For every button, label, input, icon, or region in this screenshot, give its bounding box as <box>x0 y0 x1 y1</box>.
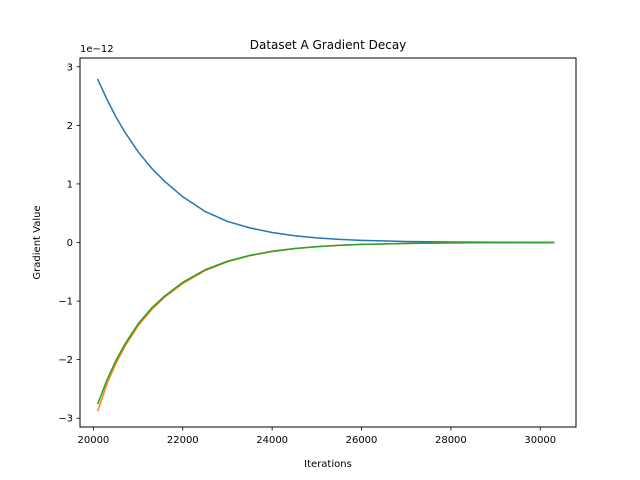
series-layer <box>96 78 555 412</box>
y-offset-label: 1e−12 <box>80 44 114 55</box>
x-axis: 20000 22000 24000 26000 28000 30000 <box>77 427 556 446</box>
y-tick-label: 3 <box>67 62 73 73</box>
y-axis-label: Gradient Value <box>32 205 43 279</box>
x-tick-label: 24000 <box>256 435 288 446</box>
y-tick-label: −3 <box>58 414 73 425</box>
x-tick-label: 30000 <box>524 435 556 446</box>
series-line-2 <box>96 241 555 412</box>
y-tick-label: −1 <box>58 297 73 308</box>
x-axis-label: Iterations <box>304 459 352 470</box>
y-tick-label: 0 <box>67 238 73 249</box>
series-line-3 <box>96 241 555 405</box>
x-tick-label: 20000 <box>77 435 109 446</box>
x-tick-label: 28000 <box>435 435 467 446</box>
chart-title: Dataset A Gradient Decay <box>250 38 407 52</box>
y-tick-label: 2 <box>67 121 73 132</box>
series-line-1 <box>96 78 555 244</box>
y-tick-label: 1 <box>67 179 73 190</box>
x-tick-label: 26000 <box>346 435 378 446</box>
x-tick-label: 22000 <box>167 435 199 446</box>
y-tick-label: −2 <box>58 355 73 366</box>
y-axis: −3 −2 −1 0 1 2 3 <box>58 62 80 425</box>
